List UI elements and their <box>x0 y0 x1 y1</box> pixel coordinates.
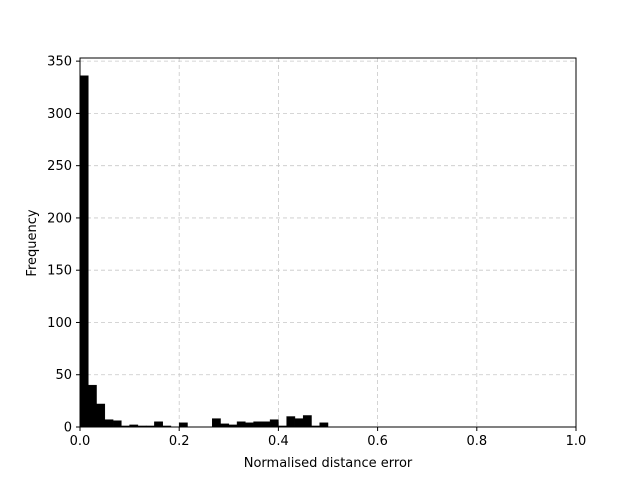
y-tick-label: 250 <box>47 159 72 174</box>
histogram-bar <box>236 421 246 428</box>
y-axis-label: Frequency <box>25 209 40 276</box>
histogram-bar <box>104 419 114 428</box>
plot-frame <box>79 57 577 428</box>
y-tick-label: 0 <box>64 421 72 436</box>
histogram-bar <box>319 422 329 428</box>
bars-layer <box>79 75 329 428</box>
x-tick-label: 0.2 <box>169 434 190 449</box>
histogram-bar <box>96 403 106 428</box>
y-tick-label: 300 <box>47 107 72 122</box>
y-tick-label: 200 <box>47 211 72 226</box>
x-axis-label: Normalised distance error <box>244 456 413 471</box>
y-tick-label: 50 <box>55 368 72 383</box>
histogram-bar <box>253 421 263 428</box>
y-tick-label: 150 <box>47 264 72 279</box>
histogram-bar <box>245 422 254 428</box>
histogram-bar <box>302 415 312 428</box>
y-tick-label: 100 <box>47 316 72 331</box>
histogram-bar <box>212 418 221 428</box>
x-tick-label: 0.4 <box>268 434 289 449</box>
histogram-bar <box>261 421 271 428</box>
histogram-bar <box>154 421 163 428</box>
histogram-bar <box>269 419 279 428</box>
histogram-bar <box>178 422 188 428</box>
x-tick-label: 0.0 <box>70 434 91 449</box>
histogram-bar <box>112 420 122 428</box>
x-tick-label: 0.8 <box>466 434 487 449</box>
histogram-bar <box>88 384 97 428</box>
histogram-bar <box>286 416 296 428</box>
y-axis-ticks: 0 50 100 150 200 250 300 350 <box>47 55 80 436</box>
x-tick-label: 0.6 <box>367 434 388 449</box>
x-axis-ticks: 0.0 0.2 0.4 0.6 0.8 1.0 <box>70 427 587 449</box>
histogram-bar <box>294 418 304 428</box>
y-tick-label: 350 <box>47 55 72 70</box>
histogram-bar <box>79 75 89 428</box>
x-tick-label: 1.0 <box>566 434 587 449</box>
